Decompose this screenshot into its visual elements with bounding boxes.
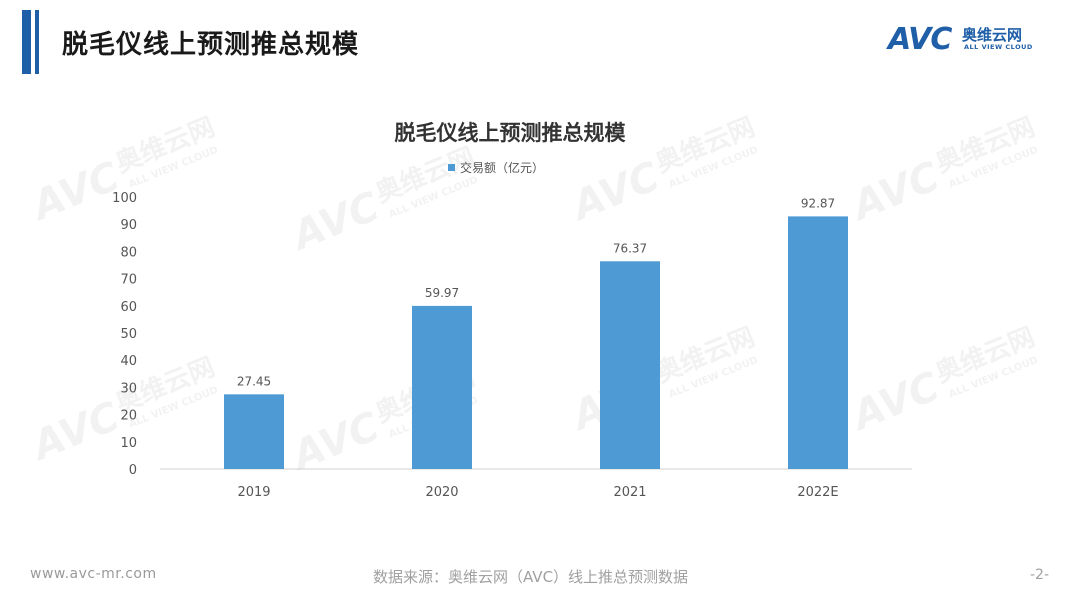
y-tick-label: 70: [120, 273, 137, 288]
bar: [788, 216, 848, 469]
svg-text:AVC: AVC: [24, 393, 126, 470]
y-tick-label: 80: [120, 245, 137, 260]
logo-en: ALL VIEW CLOUD: [964, 43, 1033, 51]
svg-text:AVC: AVC: [844, 153, 946, 230]
y-tick-label: 30: [120, 381, 137, 396]
y-tick-label: 10: [120, 436, 137, 451]
data-label: 59.97: [425, 286, 459, 300]
y-tick-label: 50: [120, 327, 137, 342]
svg-text:AVC: AVC: [564, 153, 666, 230]
bar: [412, 305, 472, 469]
svg-text:AVC: AVC: [844, 363, 946, 440]
x-tick-label: 2019: [237, 485, 270, 500]
data-label: 27.45: [237, 374, 271, 388]
chart-title: 脱毛仪线上预测推总规模: [395, 121, 627, 145]
x-tick-label: 2021: [613, 485, 646, 500]
svg-text:AVC: AVC: [284, 183, 386, 260]
svg-text:AVC: AVC: [24, 153, 126, 230]
y-tick-label: 40: [120, 354, 137, 369]
y-tick-label: 100: [112, 191, 137, 206]
title-accent-bar: [22, 10, 42, 74]
y-tick-label: 90: [120, 218, 137, 233]
chart-area: AVC 奥维云网 ALL VIEW CLOUD AVC 奥维云网 ALL VIEW CLO…: [0, 100, 1080, 520]
data-label: 92.87: [801, 196, 835, 210]
footer-source: 数据来源：奥维云网（AVC）线上推总预测数据: [373, 568, 689, 586]
bar: [224, 394, 284, 469]
avc-logo: AVC 奥维云网 ALL VIEW CLOUD: [888, 22, 1058, 58]
legend-swatch: [448, 164, 455, 171]
footer-website: www.avc-mr.com: [30, 566, 157, 582]
logo-cn: 奥维云网: [962, 26, 1023, 44]
y-tick-label: 20: [120, 409, 137, 424]
y-tick-label: 0: [129, 463, 137, 478]
legend-label: 交易额（亿元）: [460, 160, 544, 175]
bar: [600, 261, 660, 469]
y-tick-label: 60: [120, 300, 137, 315]
logo-mark: AVC: [888, 22, 952, 57]
x-tick-label: 2022E: [797, 485, 838, 500]
page-number: -2-: [1030, 567, 1050, 583]
page-title: 脱毛仪线上预测推总规模: [62, 30, 360, 60]
x-tick-label: 2020: [425, 485, 458, 500]
data-label: 76.37: [613, 241, 647, 255]
